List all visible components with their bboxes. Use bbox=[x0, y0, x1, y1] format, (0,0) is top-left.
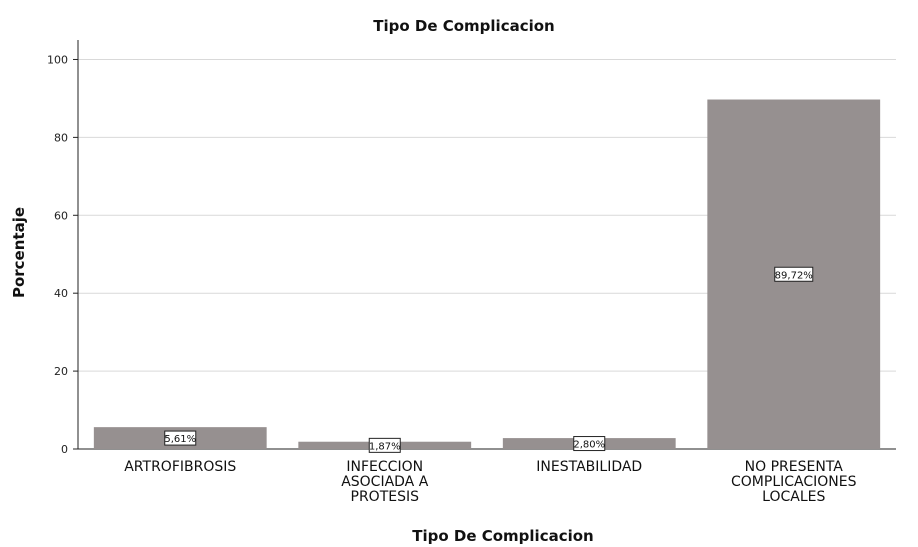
data-label-box bbox=[573, 436, 606, 452]
data-label-box bbox=[368, 437, 401, 453]
chart-title: Tipo De Complicacion bbox=[373, 17, 554, 35]
y-tick-label: 20 bbox=[54, 365, 68, 378]
data-label: 89,72% bbox=[775, 270, 813, 281]
data-label: 1,87% bbox=[369, 441, 401, 452]
y-tick-label: 100 bbox=[47, 53, 68, 66]
y-tick-label: 0 bbox=[61, 443, 68, 456]
data-label-box bbox=[164, 430, 197, 446]
data-label-box bbox=[774, 266, 814, 282]
y-tick-label: 40 bbox=[54, 287, 68, 300]
x-tick-label: INESTABILIDAD bbox=[536, 459, 642, 475]
x-tick-label: INFECCION ASOCIADA A PROTESIS bbox=[341, 459, 429, 505]
data-label: 2,80% bbox=[573, 440, 605, 451]
y-tick-label: 60 bbox=[54, 209, 68, 222]
data-label: 5,61% bbox=[164, 434, 196, 445]
y-axis-title: Porcentaje bbox=[10, 207, 28, 298]
x-tick-label: NO PRESENTA COMPLICACIONES LOCALES bbox=[731, 459, 857, 505]
x-axis-title: Tipo De Complicacion bbox=[412, 527, 593, 545]
y-tick-label: 80 bbox=[54, 131, 68, 144]
x-tick-label: ARTROFIBROSIS bbox=[124, 459, 236, 475]
